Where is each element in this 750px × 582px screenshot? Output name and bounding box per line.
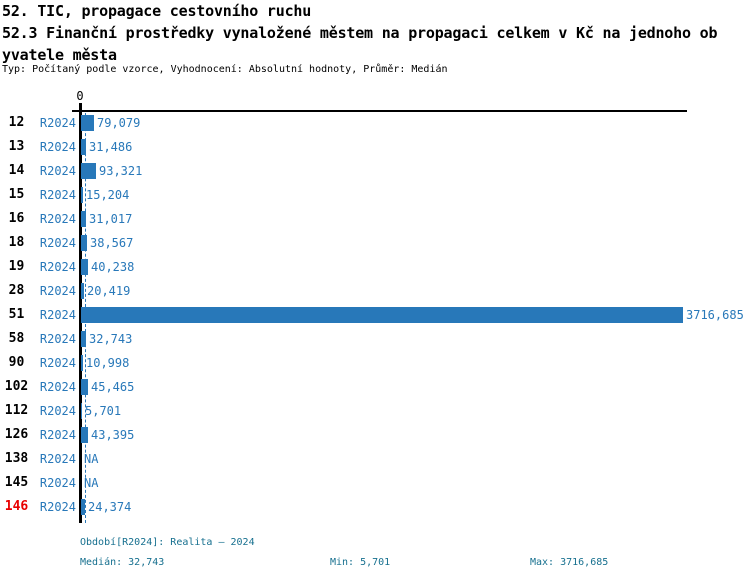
y-axis-line xyxy=(79,103,82,523)
row-id-label: 14 xyxy=(8,163,25,178)
row-period-label: R2024 xyxy=(39,476,76,490)
chart-row-19: 19 R2024 40,238 xyxy=(0,255,750,279)
row-period-label: R2024 xyxy=(39,356,76,370)
row-period-label: R2024 xyxy=(39,212,76,226)
chart-row-28: 28 R2024 20,419 xyxy=(0,279,750,303)
value-bar xyxy=(81,307,683,323)
chart-row-51: 51 R2024 3716,685 xyxy=(0,303,750,327)
footer-max-stat: Max: 3716,685 xyxy=(530,557,609,568)
chart-row-58: 58 R2024 32,743 xyxy=(0,327,750,351)
row-value-label: 5,701 xyxy=(85,404,122,418)
row-id-label: 138 xyxy=(4,451,29,466)
chart-row-12: 12 R2024 79,079 xyxy=(0,111,750,135)
row-period-label: R2024 xyxy=(39,404,76,418)
value-bar xyxy=(81,355,83,371)
row-period-label: R2024 xyxy=(39,332,76,346)
row-period-label: R2024 xyxy=(39,284,76,298)
chart-row-18: 18 R2024 38,567 xyxy=(0,231,750,255)
row-id-label: 15 xyxy=(8,187,25,202)
row-period-label: R2024 xyxy=(39,164,76,178)
row-value-label: 10,998 xyxy=(86,356,130,370)
x-axis-line xyxy=(72,110,687,112)
row-value-label: 32,743 xyxy=(89,332,133,346)
chart-row-126: 126 R2024 43,395 xyxy=(0,423,750,447)
row-id-label: 51 xyxy=(8,307,25,322)
row-id-label: 19 xyxy=(8,259,25,274)
value-bar xyxy=(81,499,85,515)
row-id-label: 126 xyxy=(4,427,29,442)
footer-median-stat: Medián: 32,743 xyxy=(80,557,165,568)
row-id-label: 12 xyxy=(8,115,25,130)
footer-min-stat: Min: 5,701 xyxy=(330,557,391,568)
row-value-label: 93,321 xyxy=(99,164,143,178)
value-bar xyxy=(81,331,86,347)
value-bar xyxy=(81,211,86,227)
row-id-label: 90 xyxy=(8,355,25,370)
row-period-label: R2024 xyxy=(39,116,76,130)
value-bar xyxy=(81,115,94,131)
x-axis-zero-tick-label: 0 xyxy=(76,89,84,103)
row-value-label: NA xyxy=(84,452,99,466)
chart-title-line1: 52. TIC, propagace cestovního ruchu xyxy=(2,2,312,20)
chart-title-line2: 52.3 Finanční prostředky vynaložené měst… xyxy=(2,24,718,42)
row-value-label: 3716,685 xyxy=(686,308,744,322)
chart-row-14: 14 R2024 93,321 xyxy=(0,159,750,183)
row-id-label: 112 xyxy=(4,403,29,418)
row-id-label: 58 xyxy=(8,331,25,346)
row-value-label: NA xyxy=(84,476,99,490)
chart-row-112: 112 R2024 5,701 xyxy=(0,399,750,423)
value-bar xyxy=(81,283,84,299)
chart-row-102: 102 R2024 45,465 xyxy=(0,375,750,399)
row-period-label: R2024 xyxy=(39,452,76,466)
row-value-label: 79,079 xyxy=(97,116,141,130)
row-value-label: 45,465 xyxy=(91,380,135,394)
row-value-label: 20,419 xyxy=(87,284,131,298)
value-bar xyxy=(81,187,83,203)
row-period-label: R2024 xyxy=(39,140,76,154)
row-id-label: 28 xyxy=(8,283,25,298)
chart-row-90: 90 R2024 10,998 xyxy=(0,351,750,375)
row-id-label: 146 xyxy=(4,499,29,514)
row-id-label: 16 xyxy=(8,211,25,226)
row-period-label: R2024 xyxy=(39,236,76,250)
row-id-label: 13 xyxy=(8,139,25,154)
row-value-label: 40,238 xyxy=(91,260,135,274)
chart-row-146: 146 R2024 24,374 xyxy=(0,495,750,519)
chart-title-line3: yvatele města xyxy=(2,46,117,64)
chart-meta-info: Typ: Počítaný podle vzorce, Vyhodnocení:… xyxy=(2,64,448,75)
row-period-label: R2024 xyxy=(39,308,76,322)
row-period-label: R2024 xyxy=(39,500,76,514)
footer-period-info: Období[R2024]: Realita – 2024 xyxy=(80,537,255,548)
row-value-label: 38,567 xyxy=(90,236,134,250)
row-value-label: 24,374 xyxy=(88,500,132,514)
row-period-label: R2024 xyxy=(39,188,76,202)
row-period-label: R2024 xyxy=(39,380,76,394)
row-id-label: 102 xyxy=(4,379,29,394)
value-bar xyxy=(81,139,86,155)
value-bar xyxy=(81,403,82,419)
value-bar xyxy=(81,235,87,251)
value-bar xyxy=(81,427,88,443)
row-id-label: 18 xyxy=(8,235,25,250)
row-period-label: R2024 xyxy=(39,428,76,442)
row-period-label: R2024 xyxy=(39,260,76,274)
value-bar xyxy=(81,259,88,275)
row-value-label: 31,017 xyxy=(89,212,133,226)
chart-row-16: 16 R2024 31,017 xyxy=(0,207,750,231)
row-value-label: 15,204 xyxy=(86,188,130,202)
chart-row-138: 138 R2024 NA xyxy=(0,447,750,471)
chart-row-15: 15 R2024 15,204 xyxy=(0,183,750,207)
chart-row-13: 13 R2024 31,486 xyxy=(0,135,750,159)
value-bar xyxy=(81,379,88,395)
row-value-label: 31,486 xyxy=(89,140,133,154)
chart-row-145: 145 R2024 NA xyxy=(0,471,750,495)
row-value-label: 43,395 xyxy=(91,428,135,442)
value-bar xyxy=(81,163,96,179)
row-id-label: 145 xyxy=(4,475,29,490)
